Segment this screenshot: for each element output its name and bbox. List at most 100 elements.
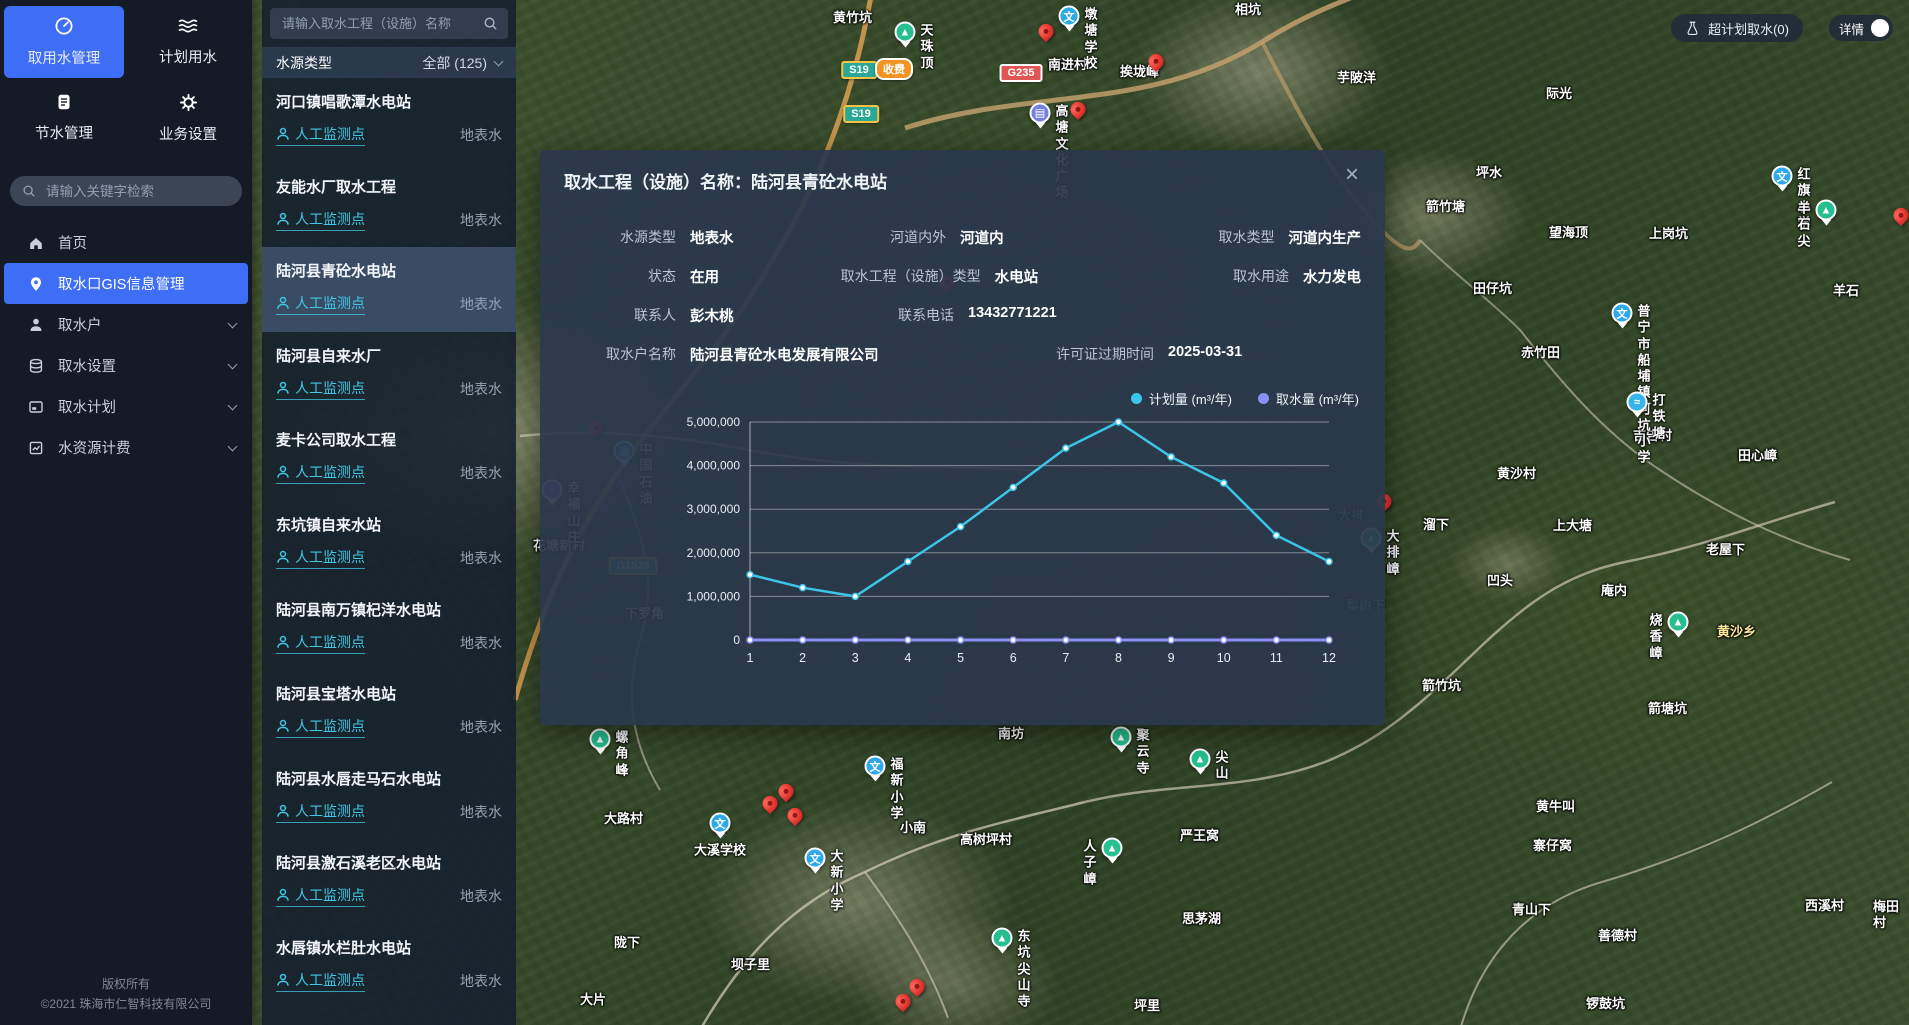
map-place-label: 溜下 [1423, 517, 1450, 532]
facility-list-item[interactable]: 水唇镇水栏肚水电站 人工监测点 地表水 [262, 924, 516, 1009]
map-place-label: 箭竹坑 [1422, 678, 1462, 693]
detail-label: 许可证过期时间 [1056, 346, 1154, 362]
facility-list-item[interactable]: 陆河县激石溪老区水电站 人工监测点 地表水 [262, 839, 516, 924]
map-place-label: 上岗坑 [1649, 226, 1689, 241]
map-marker-green[interactable]: ▲ 螺角峰 [589, 728, 629, 777]
map-marker-label: 大溪学校 [693, 842, 747, 858]
search-icon[interactable] [483, 16, 498, 31]
facility-name: 友能水厂取水工程 [276, 178, 397, 196]
legend-item[interactable]: 计划量 (m³/年) [1130, 389, 1232, 408]
over-plan-intake-button[interactable]: 超计划取水(0) [1671, 14, 1803, 42]
map-place-label: 思茅湖 [1182, 911, 1222, 926]
facility-name: 河口镇唱歌潭水电站 [276, 94, 412, 111]
facility-meta-row: 人工监测点 地表水 [276, 885, 502, 908]
sidebar-item-home[interactable]: 首页 [0, 222, 252, 263]
monitor-type-link[interactable]: 人工监测点 [276, 632, 365, 654]
bill-icon [28, 440, 44, 456]
gear-icon [179, 93, 198, 116]
facility-search-box [270, 8, 508, 39]
facility-meta-row: 人工监测点 地表水 [276, 209, 502, 231]
facility-search-input[interactable] [280, 15, 477, 32]
monitor-type-link[interactable]: 人工监测点 [276, 293, 365, 316]
sidebar-item-card[interactable]: 取水计划 [0, 386, 252, 427]
sidebar-item-user[interactable]: 取水户 [0, 304, 252, 345]
map-marker-label: 打铁塘 [1652, 392, 1666, 441]
map-marker-green[interactable]: ▲ 烧香嶂 [1649, 611, 1689, 660]
monitor-type-link[interactable]: 人工监测点 [276, 801, 365, 823]
facility-list-item[interactable]: 河口镇唱歌潭水电站 人工监测点 地表水 [262, 78, 516, 163]
water-source-label: 地表水 [460, 549, 502, 566]
map-marker-water[interactable]: ≈ 打铁塘 [1626, 391, 1666, 440]
pin-tail-icon [870, 775, 880, 787]
facility-list-item[interactable]: 陆河县青砼水电站 人工监测点 地表水 [262, 247, 516, 332]
map-marker-green[interactable]: ▲ 人子嶂 [1083, 837, 1123, 886]
sidebar-item-pin[interactable]: 取水口GIS信息管理 [4, 263, 248, 304]
map-marker-red[interactable] [1035, 20, 1057, 43]
monitor-type-link[interactable]: 人工监测点 [276, 970, 365, 992]
sidebar-item-label: 水资源计费 [58, 441, 131, 457]
map-marker-red[interactable] [775, 780, 797, 803]
facility-list-item[interactable]: 陆河县宝塔水电站 人工监测点 地表水 [262, 670, 516, 755]
filter-dropdown[interactable]: 全部 (125) [422, 53, 504, 73]
svg-text:0: 0 [733, 633, 740, 647]
monitor-type-link[interactable]: 人工监测点 [276, 462, 365, 485]
pin-tail-icon [997, 947, 1007, 959]
app-tile-waves[interactable]: 计划用水 [128, 6, 248, 78]
app-tile-doc[interactable]: 节水管理 [4, 82, 124, 154]
sidebar-item-bill[interactable]: 水资源计费 [0, 427, 252, 468]
map-marker-green[interactable]: ▲ 聚云寺 [1110, 726, 1150, 775]
facility-list-item[interactable]: 陆河县水唇走马石水电站 人工监测点 地表水 [262, 755, 516, 840]
map-marker-label: 羊石尖 [1797, 200, 1811, 249]
map-marker-red[interactable] [892, 990, 914, 1013]
monitor-type-link[interactable]: 人工监测点 [276, 885, 365, 908]
legend-item[interactable]: 取水量 (m³/年) [1257, 389, 1359, 408]
map-marker-school[interactable]: 文墩塘学校 [1058, 5, 1098, 70]
svg-text:4: 4 [904, 651, 911, 665]
map-marker-red[interactable] [784, 804, 806, 827]
svg-text:12: 12 [1322, 651, 1336, 665]
map-marker-green[interactable]: ▲ 羊石尖 [1797, 199, 1837, 248]
facility-list-item[interactable]: 东坑镇自来水站 人工监测点 地表水 [262, 501, 516, 586]
detail-toggle[interactable]: 详情 [1828, 15, 1893, 41]
app-tile-gauge[interactable]: 取用水管理 [4, 6, 124, 78]
monitor-type-link[interactable]: 人工监测点 [276, 716, 365, 739]
map-marker-school[interactable]: 文大新小学 [804, 847, 844, 912]
map-place-label: 黄沙村 [1497, 466, 1537, 481]
app-tile-gear[interactable]: 业务设置 [128, 82, 248, 154]
monitor-type-link[interactable]: 人工监测点 [276, 378, 365, 400]
map-place-label: 赤竹田 [1521, 345, 1561, 360]
map-marker-label: 聚云寺 [1136, 727, 1150, 776]
map-marker-red[interactable] [1145, 50, 1167, 73]
map-marker-red[interactable] [906, 975, 928, 998]
map-marker-school[interactable]: 文大溪学校 [694, 812, 746, 858]
map-marker-red[interactable] [759, 792, 781, 815]
sidebar-item-db[interactable]: 取水设置 [0, 345, 252, 386]
map-marker-green[interactable]: ▲ 尖山 [1189, 748, 1229, 781]
sidebar-menu: 首页 取水口GIS信息管理 取水户 取水设置 取水计划水资源计费 [0, 222, 252, 468]
facility-list-item[interactable]: 友能水厂取水工程人工监测点 地表水 [262, 163, 516, 248]
monitor-type-link[interactable]: 人工监测点 [276, 209, 365, 231]
monitor-type-link[interactable]: 人工监测点 [276, 547, 365, 569]
map-marker-green[interactable]: ▲ 东坑尖山寺 [991, 927, 1031, 1009]
school-pin-icon: 文 [864, 755, 886, 777]
map-marker-red[interactable] [1890, 204, 1909, 227]
map-marker-green[interactable]: ▲ 天珠顶 [894, 21, 934, 70]
map-marker-red[interactable] [1067, 98, 1089, 121]
chevron-down-icon [227, 441, 238, 451]
red-pin-icon [759, 792, 781, 815]
map-marker-school[interactable]: 文福新小学 [864, 755, 904, 820]
pin-icon [28, 276, 44, 292]
sidebar-search-input[interactable] [44, 182, 230, 200]
facility-list-item[interactable]: 陆河县南万镇杞洋水电站 人工监测点 地表水 [262, 586, 516, 671]
monitor-type-label: 人工监测点 [295, 887, 365, 904]
map-marker-building[interactable]: ▤高塘文化广场 [1029, 102, 1069, 200]
red-pin-icon [1067, 98, 1089, 121]
map-marker-school[interactable]: 文红旗小学 [1771, 165, 1811, 230]
map-marker-label: 福新小学 [890, 756, 904, 821]
close-icon[interactable]: × [1344, 161, 1359, 188]
facility-list-item[interactable]: 麦卡公司取水工程 人工监测点 地表水 [262, 416, 516, 501]
facility-list-item[interactable]: 陆河县自来水厂 人工监测点 地表水 [262, 332, 516, 417]
pin-tail-icon [1673, 631, 1683, 643]
monitor-type-link[interactable]: 人工监测点 [276, 124, 365, 146]
